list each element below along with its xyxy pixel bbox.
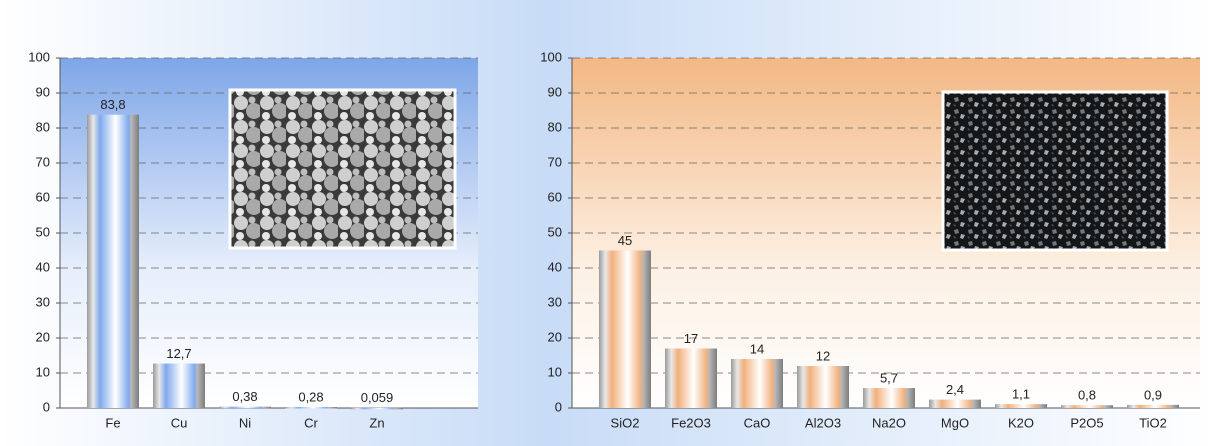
y-tick-label: 40 — [36, 259, 50, 274]
y-tick-label: 0 — [43, 399, 50, 414]
bar — [87, 115, 139, 408]
x-tick-label: Fe2O3 — [671, 415, 711, 430]
x-tick-label: SiO2 — [611, 415, 640, 430]
bar — [351, 408, 403, 410]
y-tick-label: 80 — [36, 119, 50, 134]
y-tick-label: 100 — [28, 49, 50, 64]
value-label: 0,8 — [1078, 388, 1096, 403]
y-tick-label: 20 — [36, 329, 50, 344]
y-tick-label: 30 — [36, 294, 50, 309]
y-tick-label: 0 — [555, 399, 562, 414]
x-tick-label: Fe — [105, 415, 120, 430]
y-tick-label: 90 — [36, 84, 50, 99]
x-tick-label: Zn — [369, 415, 384, 430]
value-label: 14 — [750, 341, 764, 356]
y-tick-label: 50 — [36, 224, 50, 239]
value-label: 12 — [816, 348, 830, 363]
value-label: 17 — [684, 331, 698, 346]
x-tick-label: P2O5 — [1070, 415, 1103, 430]
bar — [665, 349, 717, 409]
photo — [230, 90, 455, 248]
value-label: 5,7 — [880, 370, 898, 385]
value-label: 83,8 — [100, 97, 125, 112]
y-tick-label: 10 — [36, 364, 50, 379]
bar — [731, 359, 783, 408]
bar — [153, 364, 205, 408]
value-label: 45 — [618, 233, 632, 248]
x-tick-label: MgO — [941, 415, 969, 430]
bar — [219, 407, 271, 409]
x-tick-label: CaO — [744, 415, 771, 430]
y-tick-label: 20 — [548, 329, 562, 344]
y-tick-label: 10 — [548, 364, 562, 379]
x-tick-label: Cr — [304, 415, 318, 430]
page: 0102030405060708090100Fe83,8Cu12,7Ni0,38… — [0, 0, 1216, 446]
x-tick-label: K2O — [1008, 415, 1034, 430]
bar — [863, 388, 915, 408]
value-label: 12,7 — [166, 346, 191, 361]
bar — [1127, 405, 1179, 408]
x-tick-label: Na2O — [872, 415, 906, 430]
bar — [929, 400, 981, 408]
y-tick-label: 100 — [540, 49, 562, 64]
value-label: 1,1 — [1012, 387, 1030, 402]
value-label: 0,38 — [232, 389, 257, 404]
x-tick-label: Cu — [171, 415, 188, 430]
x-tick-label: TiO2 — [1139, 415, 1167, 430]
y-tick-label: 70 — [548, 154, 562, 169]
bar — [285, 407, 337, 409]
y-tick-label: 40 — [548, 259, 562, 274]
y-tick-label: 60 — [36, 189, 50, 204]
y-tick-label: 90 — [548, 84, 562, 99]
x-tick-label: Al2O3 — [805, 415, 841, 430]
bar — [599, 251, 651, 409]
y-tick-label: 70 — [36, 154, 50, 169]
y-tick-label: 60 — [548, 189, 562, 204]
x-tick-label: Ni — [239, 415, 251, 430]
bar — [995, 404, 1047, 408]
y-tick-label: 50 — [548, 224, 562, 239]
bar — [1061, 405, 1113, 408]
value-label: 0,059 — [361, 390, 394, 405]
value-label: 2,4 — [946, 382, 964, 397]
value-label: 0,28 — [298, 389, 323, 404]
y-tick-label: 80 — [548, 119, 562, 134]
photo — [943, 92, 1167, 250]
y-tick-label: 30 — [548, 294, 562, 309]
value-label: 0,9 — [1144, 387, 1162, 402]
bar — [797, 366, 849, 408]
